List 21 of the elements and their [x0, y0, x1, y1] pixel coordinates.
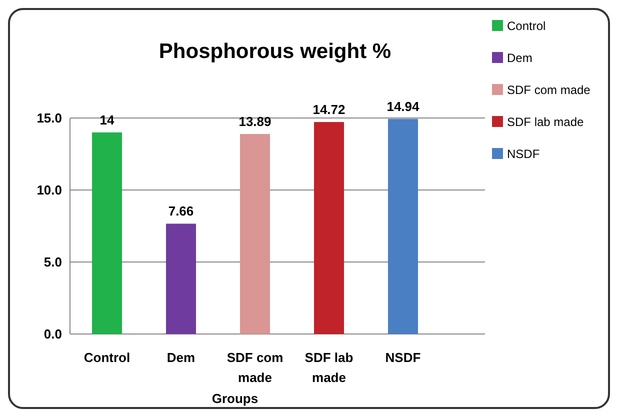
y-tick-label: 15.0	[36, 110, 62, 126]
legend-label: SDF com made	[507, 83, 591, 97]
data-label: 7.66	[168, 204, 194, 219]
legend-label: Control	[507, 19, 546, 33]
x-tick-label: SDF com made	[226, 350, 284, 385]
x-tick-label: Dem	[166, 350, 196, 365]
data-label: 13.89	[238, 114, 272, 129]
data-label: 14	[100, 112, 115, 128]
data-label: 14.72	[312, 102, 346, 118]
x-tick-label: Control	[84, 350, 130, 365]
legend-label: NSDF	[507, 147, 540, 161]
x-tick-label: SDF lab made	[304, 350, 354, 385]
data-label: 14.94	[386, 98, 420, 114]
legend-label: Dem	[507, 51, 532, 65]
y-tick-label: 5.0	[44, 254, 62, 270]
x-tick-label: NSDF	[385, 350, 421, 365]
chart-title: Phosphorous weight %	[158, 40, 392, 63]
legend-label: SDF lab made	[507, 115, 584, 129]
y-tick-label: 10.0	[36, 182, 62, 198]
x-axis-title: Groups	[212, 391, 258, 406]
y-tick-label: 0.0	[44, 326, 62, 342]
